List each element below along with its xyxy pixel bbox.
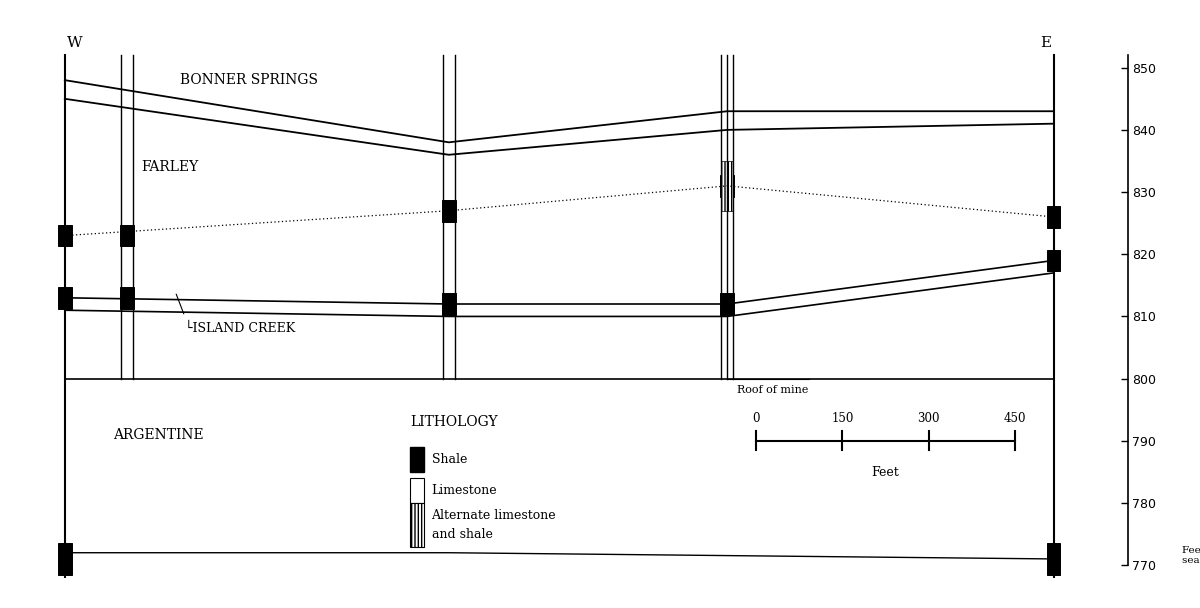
Text: Limestone: Limestone — [432, 484, 497, 497]
Text: W: W — [67, 36, 83, 50]
Bar — [1046, 542, 1061, 575]
Text: Shale: Shale — [432, 453, 467, 466]
Text: E: E — [1040, 36, 1051, 50]
Bar — [410, 447, 424, 472]
Bar — [58, 225, 72, 246]
Text: 300: 300 — [918, 412, 940, 425]
Text: BONNER SPRINGS: BONNER SPRINGS — [180, 73, 318, 87]
Text: Feet: Feet — [871, 466, 900, 478]
Text: 150: 150 — [832, 412, 853, 425]
Bar — [58, 542, 72, 575]
Bar — [442, 293, 456, 315]
Bar — [721, 161, 733, 211]
Bar — [58, 287, 72, 309]
Text: 0: 0 — [752, 412, 760, 425]
Bar — [720, 293, 734, 315]
Bar — [410, 503, 424, 547]
Text: Roof of mine: Roof of mine — [737, 385, 808, 395]
Text: and shale: and shale — [432, 528, 492, 541]
Text: Feet above
sea level: Feet above sea level — [1182, 546, 1200, 565]
Text: Alternate limestone: Alternate limestone — [432, 509, 556, 522]
Bar — [410, 478, 424, 503]
Bar — [1046, 250, 1061, 271]
Text: FARLEY: FARLEY — [142, 160, 199, 174]
Text: LITHOLOGY: LITHOLOGY — [410, 415, 498, 429]
Bar — [442, 200, 456, 221]
Text: 450: 450 — [1004, 412, 1026, 425]
Bar — [720, 175, 734, 197]
Text: └ISLAND CREEK: └ISLAND CREEK — [185, 322, 295, 336]
Bar — [1046, 206, 1061, 228]
Bar — [120, 225, 134, 246]
Bar — [120, 287, 134, 309]
Text: ARGENTINE: ARGENTINE — [113, 427, 204, 441]
